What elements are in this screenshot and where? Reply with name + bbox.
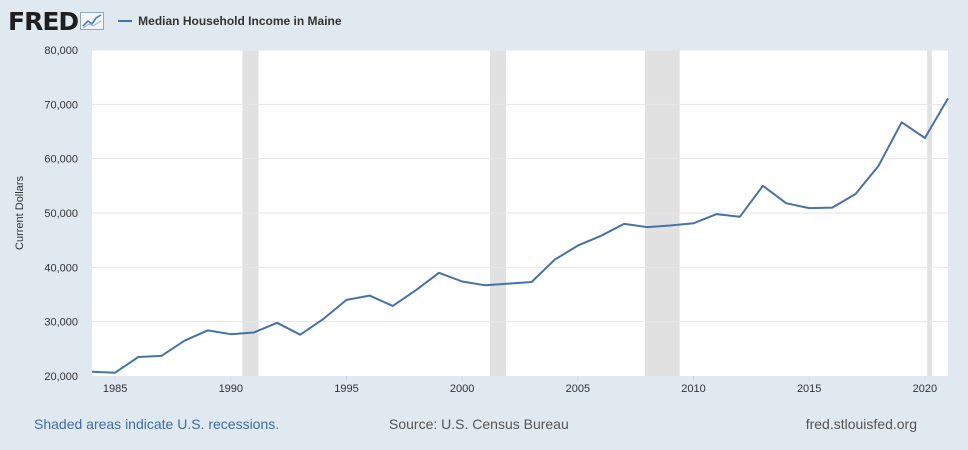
data-point[interactable] (413, 288, 418, 293)
data-point[interactable] (251, 330, 256, 335)
x-tick-label: 2010 (681, 383, 705, 395)
chart-legend[interactable]: Median Household Income in Maine (118, 14, 342, 28)
data-point[interactable] (344, 297, 349, 302)
fred-logo-text: FRED (8, 6, 79, 36)
series-lines (90, 96, 951, 375)
legend-label: Median Household Income in Maine (138, 14, 342, 28)
y-tick-label: 80,000 (44, 45, 78, 57)
data-point[interactable] (853, 191, 858, 196)
data-point[interactable] (575, 243, 580, 248)
data-point[interactable] (714, 212, 719, 217)
legend-swatch (118, 20, 133, 22)
data-point[interactable] (784, 201, 789, 206)
y-tick-label: 40,000 (44, 262, 78, 274)
fred-url-link[interactable]: fred.stlouisfed.org (805, 416, 917, 432)
trend-graph-icon (80, 12, 105, 30)
data-point[interactable] (899, 120, 904, 125)
data-point[interactable] (922, 136, 927, 141)
y-tick-label: 60,000 (44, 154, 78, 166)
y-tick-label: 30,000 (44, 317, 78, 329)
x-axis-ticks: 1985 1990 1995 2000 2005 2010 2015 2020 (103, 376, 937, 395)
data-point[interactable] (483, 283, 488, 288)
x-tick-label: 2000 (450, 383, 474, 395)
data-point[interactable] (506, 281, 511, 286)
data-point[interactable] (691, 221, 696, 226)
data-point[interactable] (136, 354, 141, 359)
data-point[interactable] (205, 328, 210, 333)
recession-note-link[interactable]: Shaded areas indicate U.S. recessions. (34, 416, 280, 432)
data-point[interactable] (437, 270, 442, 275)
data-point[interactable] (807, 206, 812, 211)
x-tick-label: 2020 (913, 383, 937, 395)
data-point[interactable] (598, 233, 603, 238)
data-point[interactable] (946, 96, 951, 101)
data-point[interactable] (529, 280, 534, 285)
fred-logo[interactable]: FRED (8, 6, 105, 36)
data-point[interactable] (275, 320, 280, 325)
data-point[interactable] (876, 163, 881, 168)
gridlines (92, 49, 948, 323)
data-point[interactable] (321, 316, 326, 321)
data-point[interactable] (668, 223, 673, 228)
data-point[interactable] (390, 303, 395, 308)
data-point[interactable] (622, 221, 627, 226)
source-text: Source: U.S. Census Bureau (389, 416, 569, 432)
data-point[interactable] (228, 332, 233, 337)
data-point[interactable] (552, 257, 557, 262)
data-point[interactable] (159, 353, 164, 358)
y-axis-label: Current Dollars (14, 176, 26, 250)
y-axis-ticks: 20,000 30,000 40,000 50,000 60,000 70,000 80,0… (44, 45, 78, 383)
x-tick-label: 2005 (566, 383, 590, 395)
series-line[interactable] (91, 97, 949, 374)
y-tick-label: 70,000 (44, 99, 78, 111)
data-point[interactable] (760, 183, 765, 188)
chart-header: FRED Median Household Income in Maine (8, 6, 342, 36)
data-point[interactable] (90, 369, 95, 374)
y-tick-label: 50,000 (44, 208, 78, 220)
x-tick-label: 1985 (103, 383, 127, 395)
data-point[interactable] (737, 214, 742, 219)
data-point[interactable] (367, 293, 372, 298)
data-point[interactable] (645, 225, 650, 230)
x-tick-label: 2015 (797, 383, 821, 395)
data-point[interactable] (298, 332, 303, 337)
y-tick-label: 20,000 (44, 371, 78, 383)
x-tick-label: 1995 (334, 383, 358, 395)
data-point[interactable] (182, 338, 187, 343)
data-point[interactable] (460, 279, 465, 284)
data-point[interactable] (113, 370, 118, 375)
data-point[interactable] (830, 205, 835, 210)
x-tick-label: 1990 (219, 383, 243, 395)
